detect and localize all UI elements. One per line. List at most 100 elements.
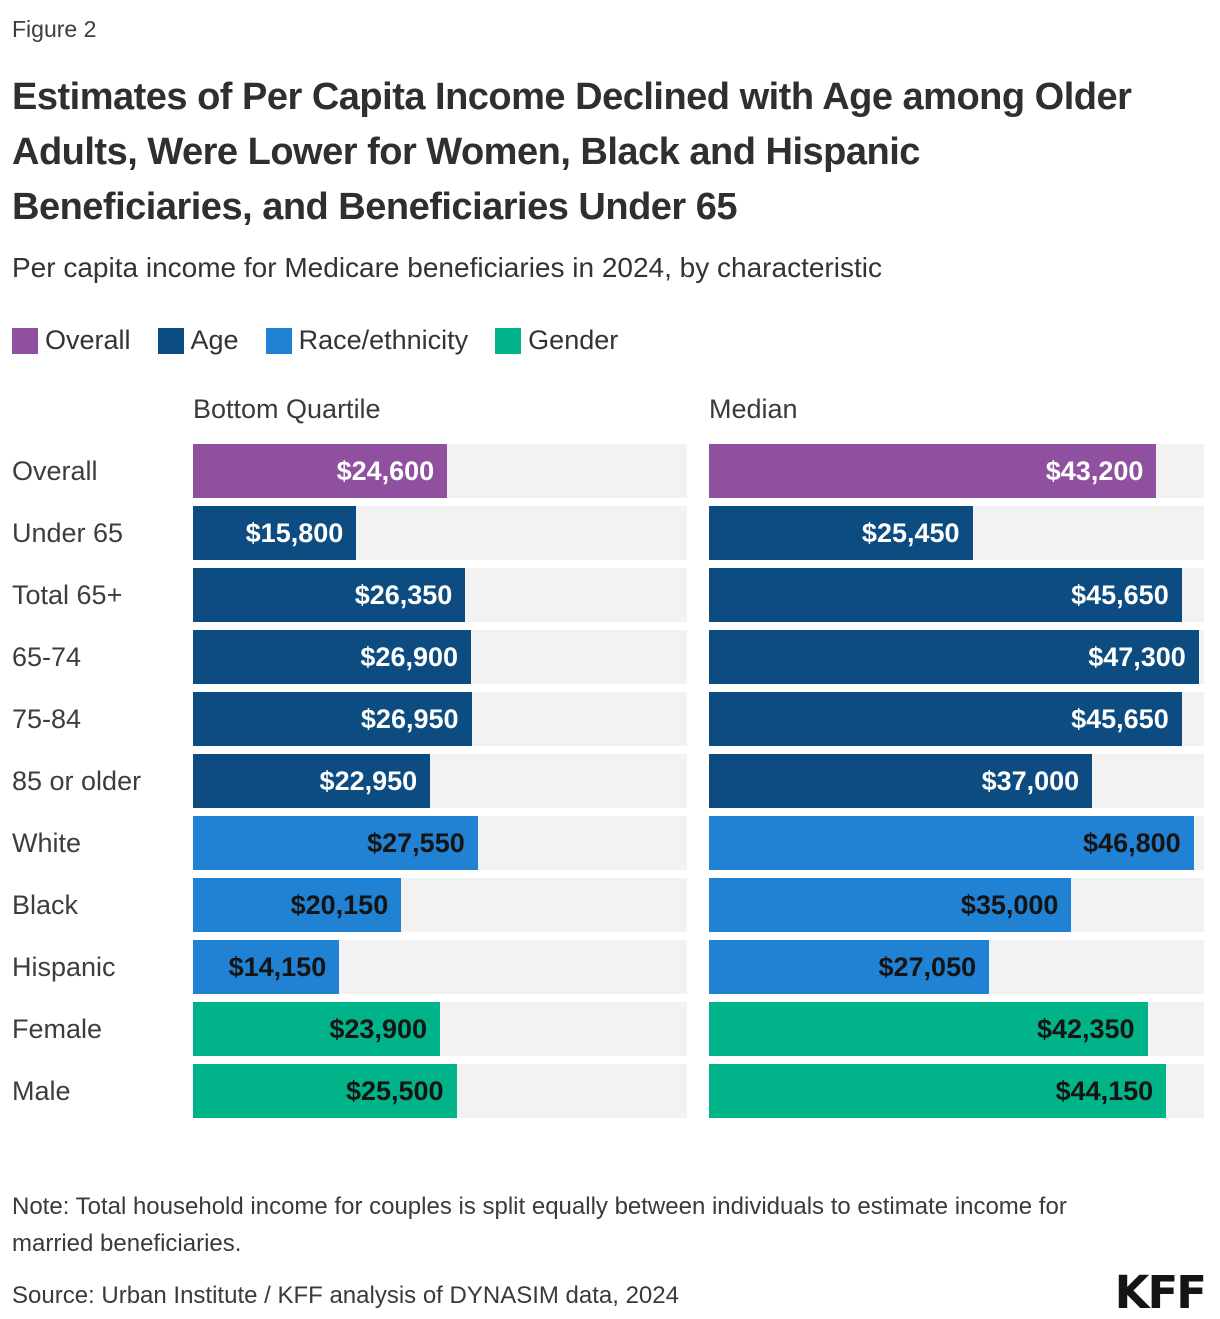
row-label: Black xyxy=(12,889,79,920)
row-label: 65-74 xyxy=(12,641,82,672)
row-label: 75-84 xyxy=(12,703,82,734)
legend-swatch-gender xyxy=(495,327,522,354)
bar-track-bottom-quartile: $22,950 xyxy=(193,754,687,808)
bar-track-bottom-quartile: $27,550 xyxy=(193,816,687,870)
bar-track-median: $47,300 xyxy=(709,630,1204,684)
value-bar: $42,350 xyxy=(709,1002,1148,1056)
bar-track-bottom-quartile: $15,800 xyxy=(193,506,687,560)
bar-value-label: $26,350 xyxy=(354,579,453,610)
bar-track-bottom-quartile: $24,600 xyxy=(193,444,687,498)
value-bar: $14,150 xyxy=(193,940,340,994)
bar-track-median: $37,000 xyxy=(709,754,1204,808)
row-label: Overall xyxy=(12,455,98,486)
value-bar: $25,500 xyxy=(193,1064,457,1118)
bar-track-bottom-quartile: $23,900 xyxy=(193,1002,687,1056)
legend-item-gender: Gender xyxy=(495,325,618,356)
legend-swatch-age xyxy=(157,327,184,354)
row-label: Hispanic xyxy=(12,951,116,982)
bar-value-label: $26,950 xyxy=(360,703,459,734)
footer: Source: Urban Institute / KFF analysis o… xyxy=(12,1270,1207,1315)
legend-label: Overall xyxy=(45,325,131,355)
legend-label: Age xyxy=(190,325,239,355)
bar-track-median: $45,650 xyxy=(709,568,1204,622)
bar-track-median: $35,000 xyxy=(709,878,1204,932)
bar-value-label: $22,950 xyxy=(319,765,418,796)
bar-track-bottom-quartile: $25,500 xyxy=(193,1064,687,1118)
bar-value-label: $15,800 xyxy=(245,517,344,548)
legend-swatch-overall xyxy=(12,327,38,354)
bar-value-label: $35,000 xyxy=(960,889,1059,920)
bar-track-median: $27,050 xyxy=(709,940,1204,994)
chart-grid: Overall $24,600 $43,200 Under 65 $15,800 $25,… xyxy=(12,444,1207,1118)
bar-value-label: $27,050 xyxy=(878,951,977,982)
bar-value-label: $37,000 xyxy=(981,765,1080,796)
value-bar: $23,900 xyxy=(193,1002,440,1056)
row-label: White xyxy=(12,827,82,858)
value-bar: $45,650 xyxy=(709,692,1182,746)
value-bar: $47,300 xyxy=(709,630,1199,684)
bar-value-label: $20,150 xyxy=(290,889,389,920)
bar-track-median: $25,450 xyxy=(709,506,1204,560)
row-label: Total 65+ xyxy=(12,579,123,610)
bar-value-label: $27,550 xyxy=(367,827,465,858)
legend: Overall Age Race/ethnicity Gender xyxy=(12,325,1207,356)
value-bar: $45,650 xyxy=(709,568,1182,622)
value-bar: $35,000 xyxy=(709,878,1072,932)
column-header-median: Median xyxy=(709,394,798,424)
figure-label: Figure 2 xyxy=(12,16,97,42)
bar-track-median: $46,800 xyxy=(709,816,1204,870)
bar-track-bottom-quartile: $14,150 xyxy=(193,940,687,994)
value-bar: $37,000 xyxy=(709,754,1093,808)
column-header-bottom-quartile: Bottom Quartile xyxy=(193,394,381,424)
legend-item-overall: Overall xyxy=(12,325,131,356)
bar-value-label: $43,200 xyxy=(1045,455,1144,486)
value-bar: $20,150 xyxy=(193,878,402,932)
bar-track-bottom-quartile: $26,950 xyxy=(193,692,687,746)
legend-swatch-race-ethnicity xyxy=(265,327,292,354)
source-text: Source: Urban Institute / KFF analysis o… xyxy=(12,1282,679,1309)
bar-value-label: $25,450 xyxy=(861,517,960,548)
bar-value-label: $25,500 xyxy=(345,1075,444,1106)
bar-value-label: $23,900 xyxy=(329,1013,427,1044)
bar-track-bottom-quartile: $20,150 xyxy=(193,878,687,932)
bar-value-label: $24,600 xyxy=(336,455,435,486)
bar-track-bottom-quartile: $26,350 xyxy=(193,568,687,622)
row-label: Female xyxy=(12,1013,103,1044)
value-bar: $24,600 xyxy=(193,444,448,498)
bar-track-median: $45,650 xyxy=(709,692,1204,746)
bar-track-bottom-quartile: $26,900 xyxy=(193,630,687,684)
bar-value-label: $42,350 xyxy=(1036,1013,1135,1044)
bar-value-label: $46,800 xyxy=(1083,827,1181,858)
row-label: 85 or older xyxy=(12,765,142,796)
bar-value-label: $45,650 xyxy=(1071,579,1169,610)
bar-value-label: $45,650 xyxy=(1071,703,1169,734)
bar-track-median: $44,150 xyxy=(709,1064,1204,1118)
value-bar: $46,800 xyxy=(709,816,1194,870)
chart-title: Estimates of Per Capita Income Declined … xyxy=(12,76,1132,228)
value-bar: $26,350 xyxy=(193,568,466,622)
row-label: Male xyxy=(12,1075,71,1106)
value-bar: $26,950 xyxy=(193,692,472,746)
value-bar: $43,200 xyxy=(709,444,1157,498)
value-bar: $15,800 xyxy=(193,506,357,560)
bar-value-label: $44,150 xyxy=(1055,1075,1154,1106)
value-bar: $22,950 xyxy=(193,754,431,808)
bar-track-median: $43,200 xyxy=(709,444,1204,498)
bar-value-label: $14,150 xyxy=(228,951,327,982)
chart-subtitle: Per capita income for Medicare beneficia… xyxy=(12,252,882,283)
bar-track-median: $42,350 xyxy=(709,1002,1204,1056)
value-bar: $25,450 xyxy=(709,506,973,560)
value-bar: $44,150 xyxy=(709,1064,1167,1118)
value-bar: $27,550 xyxy=(193,816,478,870)
bar-value-label: $26,900 xyxy=(360,641,459,672)
row-label: Under 65 xyxy=(12,517,124,548)
legend-label: Race/ethnicity xyxy=(298,325,469,355)
legend-item-age: Age xyxy=(157,325,239,356)
bar-value-label: $47,300 xyxy=(1088,641,1186,672)
value-bar: $27,050 xyxy=(709,940,990,994)
legend-item-race-ethnicity: Race/ethnicity xyxy=(265,325,469,356)
legend-label: Gender xyxy=(528,325,619,355)
value-bar: $26,900 xyxy=(193,630,472,684)
note-text: Note: Total household income for couples… xyxy=(12,1193,1067,1257)
kff-logo: KFF xyxy=(1114,1266,1207,1319)
